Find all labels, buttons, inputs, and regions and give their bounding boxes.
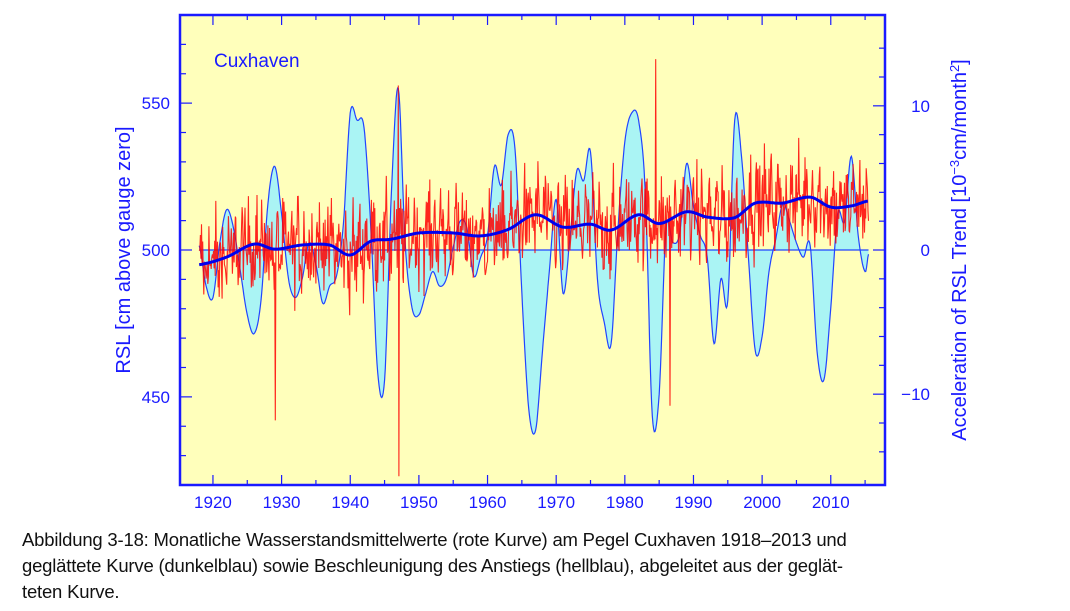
ticks-layer	[180, 15, 885, 485]
monthly-series-line	[198, 59, 870, 477]
acceleration-area	[199, 88, 869, 435]
station-label: Cuxhaven	[214, 51, 300, 72]
y-axis-title-right-exp1: −3	[947, 160, 962, 175]
y-tick-label-left: 550	[142, 94, 170, 113]
caption-line-3: teten Kurve.	[22, 581, 120, 602]
x-tick-label: 2000	[743, 493, 781, 512]
y-tick-label-right: 10	[911, 97, 930, 116]
y-axis-title-right-exp2: 2	[947, 65, 962, 72]
x-tick-label: 1970	[537, 493, 575, 512]
y-tick-label-right: 0	[921, 241, 930, 260]
x-tick-label: 1930	[263, 493, 301, 512]
y-tick-label-left: 450	[142, 388, 170, 407]
monthly-series-layer	[198, 59, 870, 477]
caption-line-2: geglättete Kurve (dunkelblau) sowie Besc…	[22, 555, 843, 576]
smoothed-series-line	[198, 195, 869, 267]
x-tick-label: 1960	[469, 493, 507, 512]
y-axis-title-right-part1: Acceleration of RSL Trend [10	[949, 175, 971, 441]
x-tick-label: 2010	[812, 493, 850, 512]
caption-line-1: Abbildung 3-18: Monatliche Wasserstandsm…	[22, 529, 847, 550]
x-tick-label: 1920	[194, 493, 232, 512]
y-tick-label-left: 500	[142, 241, 170, 260]
figure-caption: Abbildung 3-18: Monatliche Wasserstandsm…	[22, 527, 1062, 605]
tick-labels-layer: 1920 1930 1940 1950 1960 1970 1980 1990 2000 2010…	[142, 94, 930, 512]
y-tick-label-right: −10	[901, 385, 930, 404]
y-axis-title-right: Acceleration of RSL Trend [10−3cm/month2…	[947, 59, 972, 441]
sea-level-chart: 1920 1930 1940 1950 1960 1970 1980 1990 2000 2010…	[113, 13, 972, 512]
y-axis-title-left: RSL [cm above gauge zero]	[113, 126, 135, 373]
y-axis-title-right-part3: ]	[949, 59, 971, 65]
x-tick-label: 1980	[606, 493, 644, 512]
x-tick-label: 1950	[400, 493, 438, 512]
x-tick-label: 1990	[675, 493, 713, 512]
y-axis-title-right-part2: cm/month	[949, 72, 971, 160]
smoothed-series-layer	[198, 195, 869, 267]
x-tick-label: 1940	[331, 493, 369, 512]
